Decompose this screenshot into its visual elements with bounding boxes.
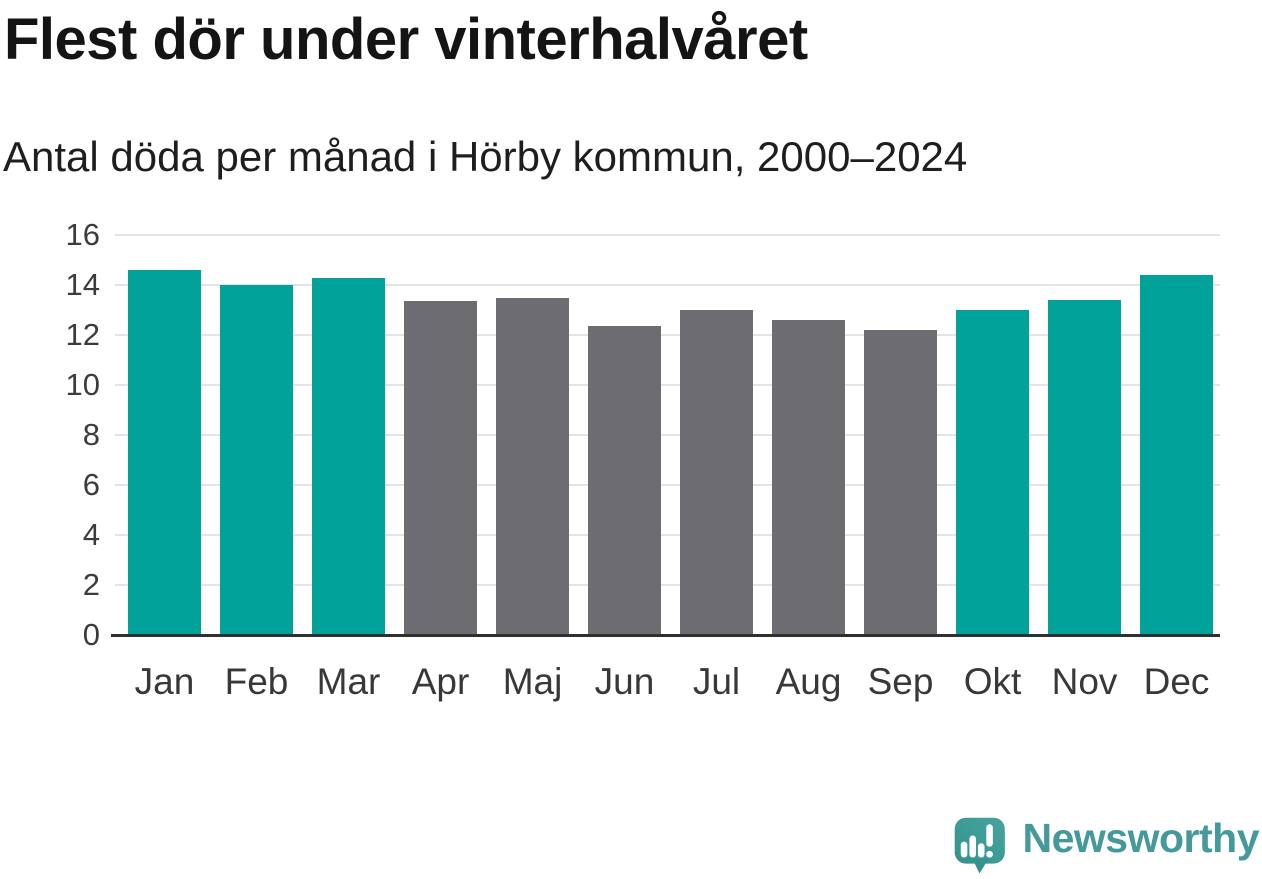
gridline-14 bbox=[115, 284, 1220, 286]
bar-nov bbox=[1048, 300, 1121, 635]
gridline-6 bbox=[115, 484, 1220, 486]
chart-title: Flest dör under vinterhalvåret bbox=[4, 7, 808, 72]
y-tick-label-14: 14 bbox=[65, 267, 100, 302]
chart-subtitle: Antal döda per månad i Hörby kommun, 200… bbox=[3, 133, 968, 180]
x-tick-label-feb: Feb bbox=[224, 661, 289, 702]
gridline-16 bbox=[115, 234, 1220, 236]
y-tick-label-16: 16 bbox=[65, 217, 100, 252]
x-tick-label-nov: Nov bbox=[1051, 661, 1118, 702]
bar-okt bbox=[956, 310, 1029, 635]
x-tick-label-jun: Jun bbox=[594, 661, 655, 702]
x-tick-label-dec: Dec bbox=[1143, 661, 1210, 702]
y-tick-label-10: 10 bbox=[65, 367, 100, 402]
y-tick-label-2: 2 bbox=[82, 567, 100, 602]
x-tick-label-maj: Maj bbox=[502, 661, 563, 702]
newsworthy-logo-text: Newsworthy bbox=[1022, 814, 1260, 861]
bar-jul bbox=[680, 310, 753, 635]
x-axis-line bbox=[111, 634, 1220, 637]
gridline-4 bbox=[115, 534, 1220, 536]
y-tick-label-8: 8 bbox=[82, 417, 100, 452]
bar-feb bbox=[220, 285, 293, 635]
x-axis-tick-labels: Jan Feb Mar Apr Maj Jun Jul Aug Sep Okt Nov Dec bbox=[115, 661, 1220, 703]
x-tick-label-aug: Aug bbox=[775, 661, 842, 702]
x-tick-label-mar: Mar bbox=[316, 661, 381, 702]
bar-aug bbox=[772, 320, 845, 635]
newsworthy-logo[interactable]: Newsworthy bbox=[950, 810, 1260, 876]
gridline-8 bbox=[115, 434, 1220, 436]
y-tick-label-12: 12 bbox=[65, 317, 100, 352]
bar-dec bbox=[1140, 275, 1213, 635]
bar-apr bbox=[404, 301, 477, 635]
bar-maj bbox=[496, 297, 569, 635]
x-tick-label-sep: Sep bbox=[867, 661, 934, 702]
x-tick-label-jan: Jan bbox=[134, 661, 195, 702]
bar-sep bbox=[864, 330, 937, 635]
gridline-10 bbox=[115, 384, 1220, 386]
x-tick-label-jul: Jul bbox=[692, 661, 741, 702]
y-tick-label-4: 4 bbox=[82, 517, 100, 552]
bar-jan bbox=[128, 270, 201, 635]
newsworthy-speech-bubble-bar-chart-icon bbox=[954, 817, 1005, 874]
bar-series bbox=[115, 235, 1220, 635]
gridline-12 bbox=[115, 334, 1220, 336]
bar-chart-plot-area bbox=[111, 234, 1220, 637]
y-axis-tick-labels: 0 2 4 6 8 10 12 14 16 bbox=[0, 218, 100, 652]
gridline-2 bbox=[115, 584, 1220, 586]
bar-mar bbox=[312, 277, 385, 635]
bar-jun bbox=[588, 326, 661, 635]
y-tick-label-0: 0 bbox=[82, 617, 100, 652]
y-tick-label-6: 6 bbox=[82, 467, 100, 502]
x-tick-label-okt: Okt bbox=[963, 661, 1022, 702]
x-tick-label-apr: Apr bbox=[411, 661, 470, 702]
